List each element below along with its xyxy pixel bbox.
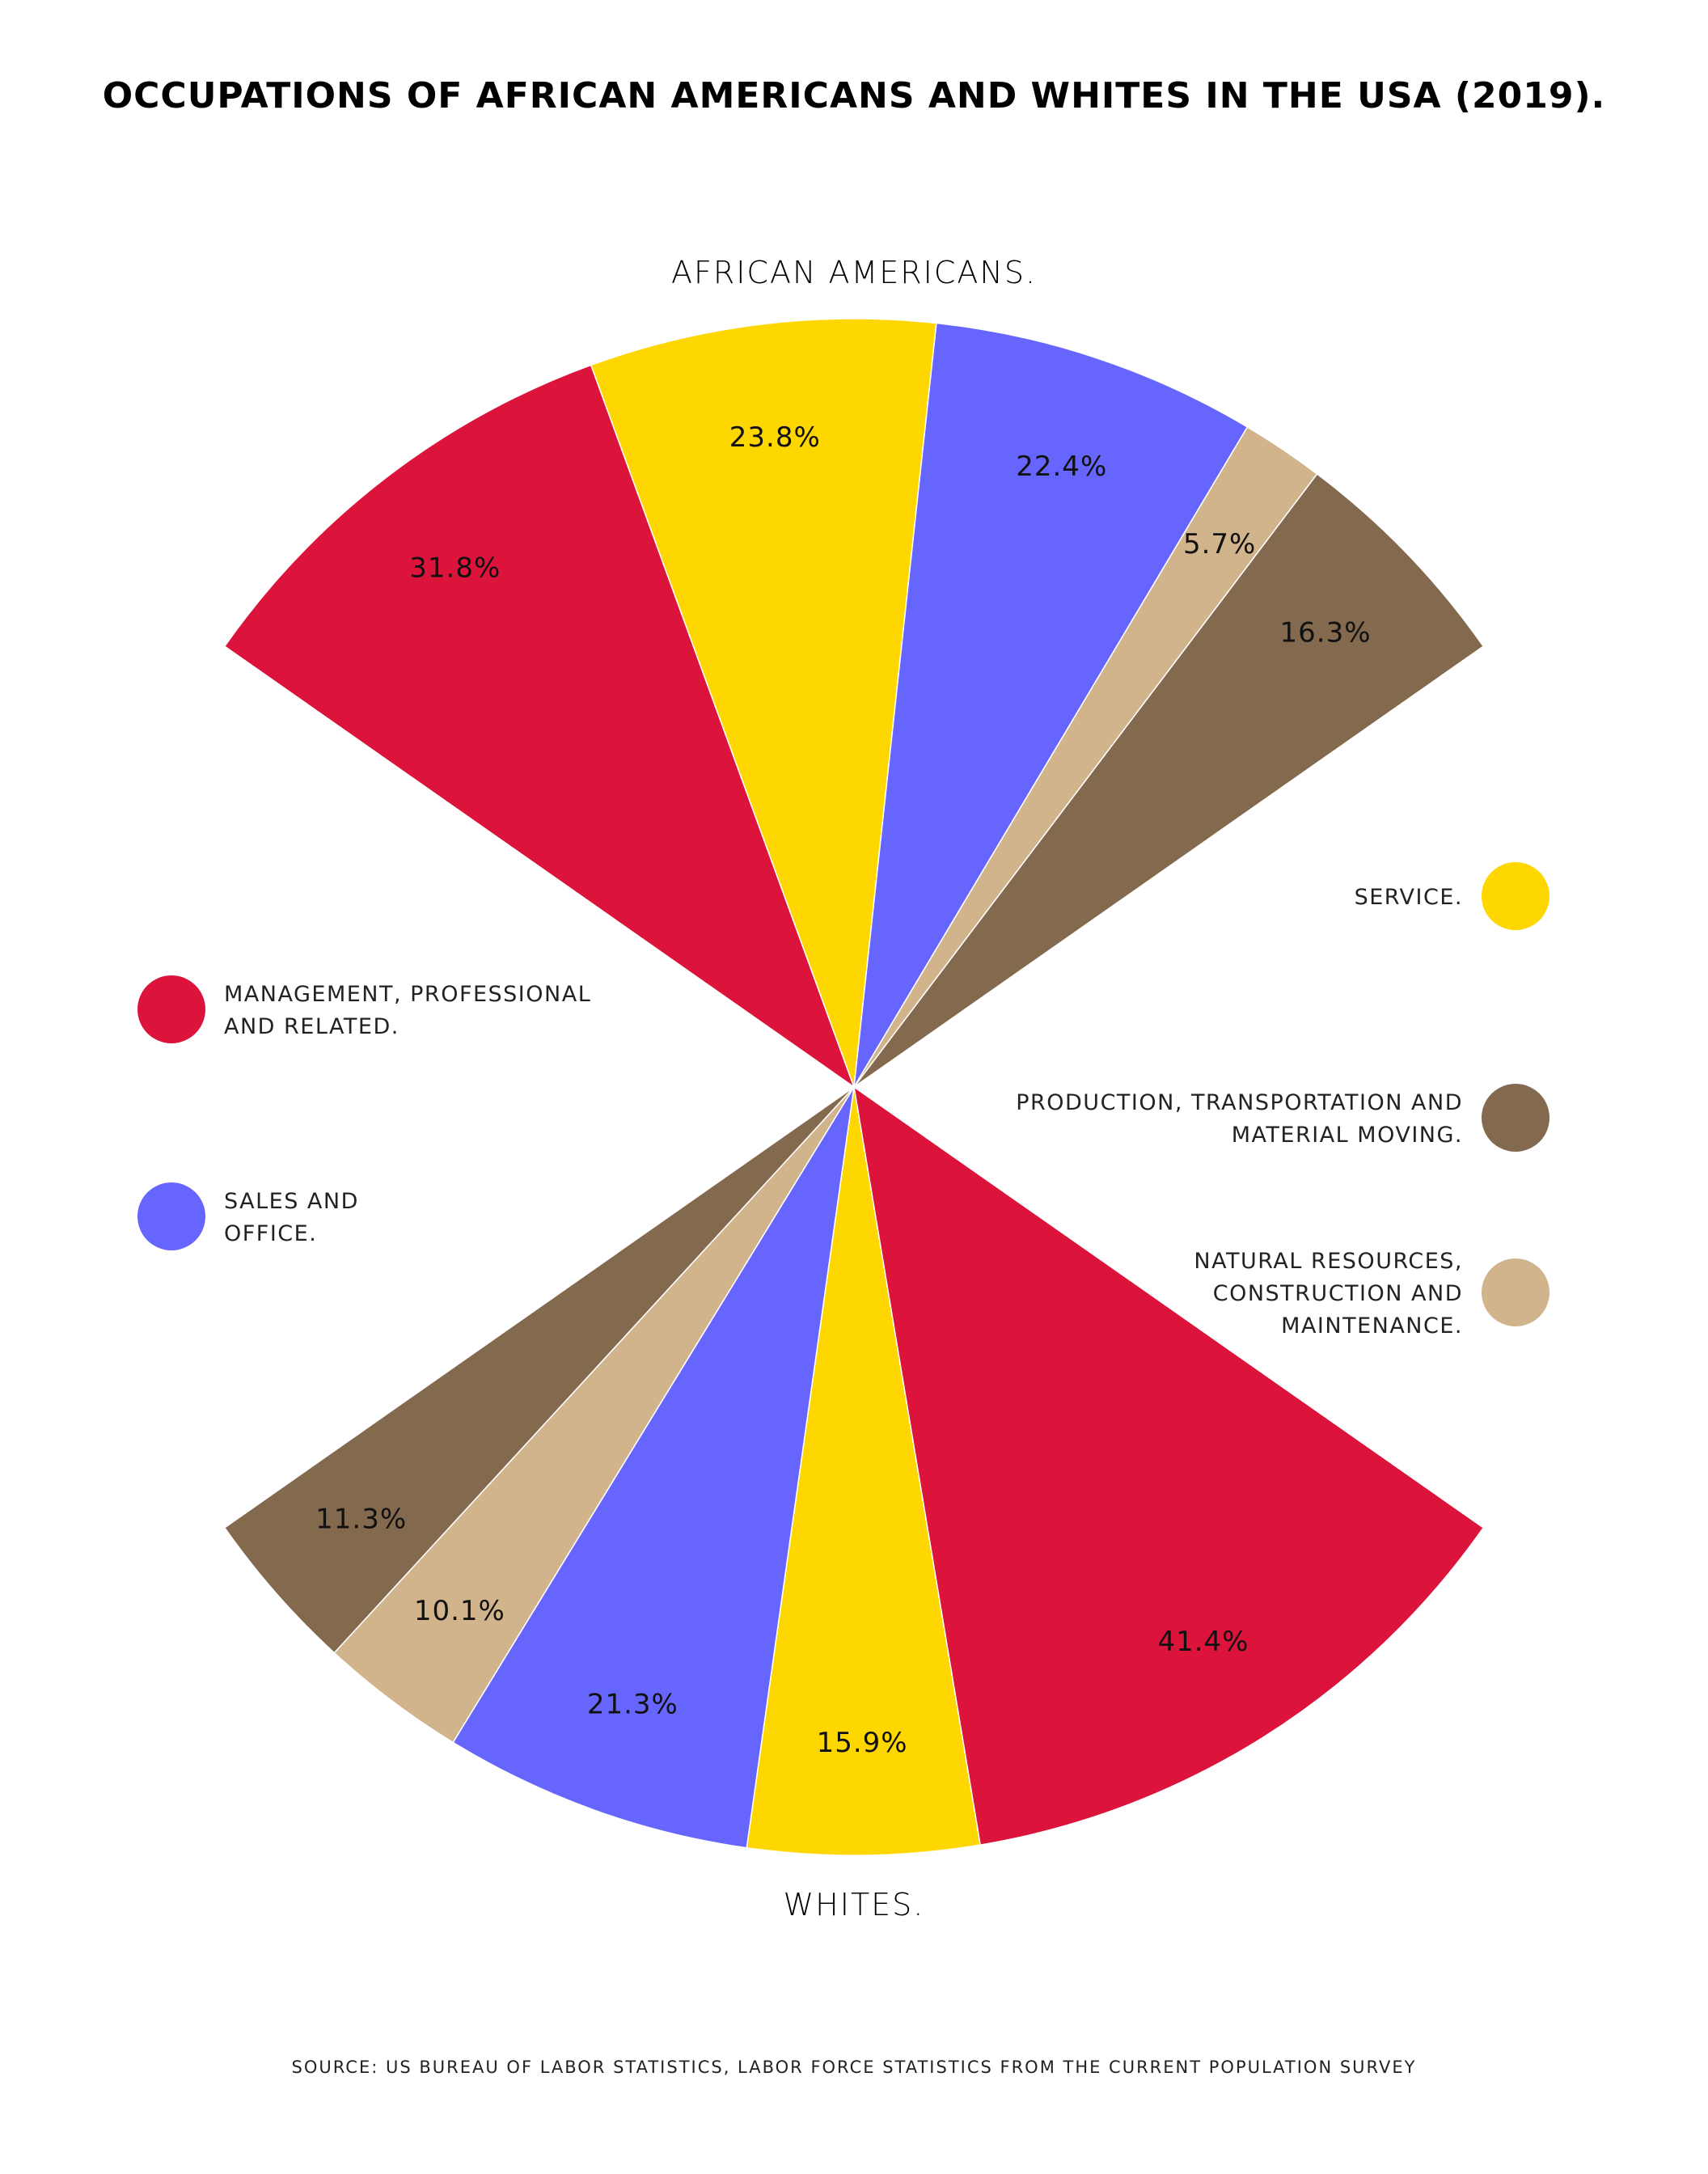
legend-label: NATURAL RESOURCES, — [1194, 1249, 1463, 1274]
pie-slice — [223, 1086, 855, 1654]
legend-label: AND RELATED. — [224, 1014, 400, 1039]
slice-labels: 31.8% 23.8% 22.4% 5.7% 16.3% 41.4% 15.9% 21.3% 1… — [315, 421, 1372, 1759]
slice-label: 21.3% — [587, 1688, 679, 1720]
legend-label: SALES AND — [224, 1189, 359, 1214]
legend-swatch — [137, 975, 205, 1043]
slice-label: 22.4% — [1016, 450, 1107, 483]
pie-slice — [853, 472, 1485, 1088]
legend-swatch — [1482, 862, 1549, 930]
slice-label: 23.8% — [729, 421, 821, 454]
legend-swatch — [137, 1182, 205, 1250]
slice-label: 41.4% — [1157, 1626, 1249, 1658]
slice-label: 11.3% — [315, 1504, 407, 1536]
legend-item: NATURAL RESOURCES, CONSTRUCTION AND MAINTE… — [1194, 1249, 1549, 1339]
pie-slice — [223, 364, 856, 1089]
slice-label: 15.9% — [817, 1727, 908, 1759]
pie-slice — [852, 1085, 1485, 1846]
legend-label: MATERIAL MOVING. — [1232, 1123, 1463, 1148]
legend-item: MANAGEMENT, PROFESSIONAL AND RELATED. — [137, 975, 591, 1043]
legend-label: SERVICE. — [1355, 885, 1463, 910]
slice-label: 31.8% — [409, 552, 501, 584]
legend-item: SERVICE. — [1355, 862, 1549, 930]
slice-label: 10.1% — [414, 1595, 505, 1627]
legend-label: OFFICE. — [224, 1221, 317, 1246]
pie-slice — [590, 318, 937, 1088]
legend-item: SALES AND OFFICE. — [137, 1182, 359, 1250]
legend-item: PRODUCTION, TRANSPORTATION AND MATERIAL M… — [1016, 1084, 1549, 1152]
whites-label: WHITES. — [784, 1887, 925, 1922]
pie-slice — [853, 322, 1249, 1088]
legend: MANAGEMENT, PROFESSIONAL AND RELATED. SALE… — [137, 862, 1549, 1339]
chart-title: OCCUPATIONS OF AFRICAN AMERICANS AND WHI… — [103, 75, 1606, 116]
african-americans-pie — [223, 318, 1485, 1089]
legend-label: CONSTRUCTION AND — [1213, 1281, 1463, 1306]
slice-label: 16.3% — [1280, 617, 1372, 649]
legend-swatch — [1482, 1258, 1549, 1326]
legend-label: PRODUCTION, TRANSPORTATION AND — [1016, 1090, 1463, 1115]
pie-slice — [746, 1086, 982, 1856]
legend-label: MAINTENANCE. — [1281, 1313, 1463, 1339]
source-note: SOURCE: US BUREAU OF LABOR STATISTICS, L… — [292, 2058, 1417, 2077]
legend-label: MANAGEMENT, PROFESSIONAL — [224, 982, 591, 1007]
whites-pie — [223, 1085, 1485, 1856]
pie-slice — [452, 1086, 855, 1849]
slice-label: 5.7% — [1183, 528, 1256, 560]
legend-swatch — [1482, 1084, 1549, 1152]
african-americans-label: AFRICAN AMERICANS. — [671, 255, 1037, 290]
